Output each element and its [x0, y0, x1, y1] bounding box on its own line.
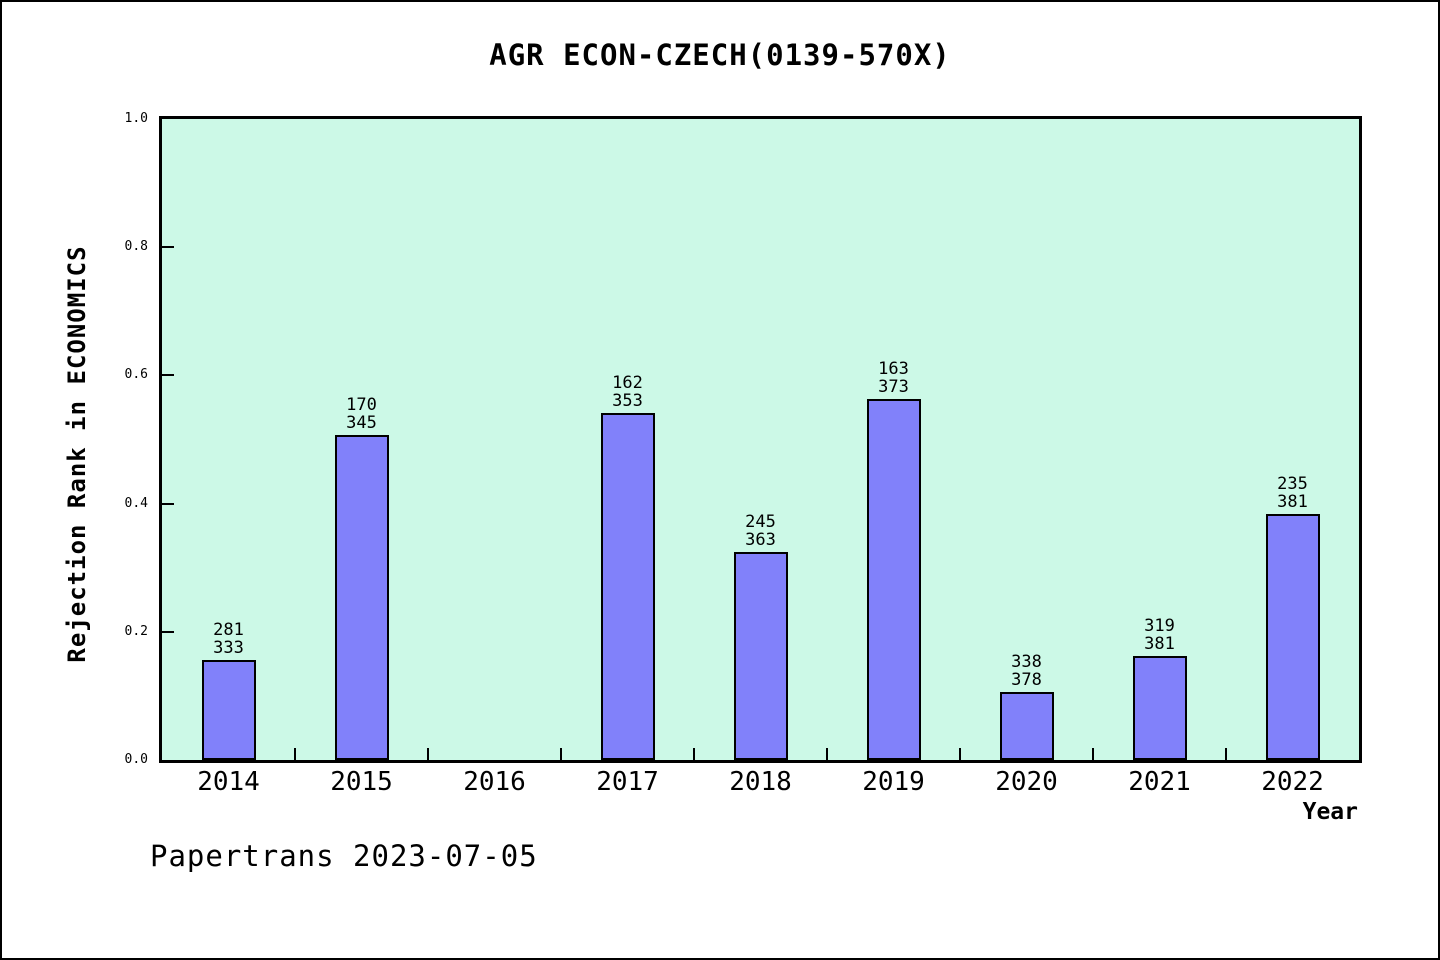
- bar-label-total: 333: [213, 638, 244, 658]
- bar-label-2019: 163 373: [878, 360, 909, 396]
- bar-label-rank: 162: [612, 373, 643, 393]
- bar-label-2017: 162 353: [612, 374, 643, 410]
- y-tick-mark-0.2: [162, 630, 174, 633]
- chart-title: AGR ECON-CZECH(0139-570X): [489, 38, 951, 72]
- x-boundary-tick: [1225, 748, 1227, 760]
- x-tick-label-2019: 2019: [862, 767, 925, 797]
- bar-label-rank: 281: [213, 620, 244, 640]
- bar-label-2015: 170 345: [346, 396, 377, 432]
- footer-watermark: Papertrans 2023-07-05: [150, 839, 538, 873]
- bar-label-rank: 235: [1277, 474, 1308, 494]
- y-tick-label-0.8: 0.8: [124, 239, 148, 255]
- y-tick-label-1.0: 1.0: [124, 111, 148, 126]
- bar-2022: [1265, 514, 1320, 760]
- y-tick-label-0.2: 0.2: [124, 623, 148, 639]
- y-tick-mark-0.4: [162, 502, 174, 505]
- bar-label-total: 373: [878, 377, 909, 397]
- x-axis-title: Year: [1302, 799, 1358, 825]
- bar-2018: [733, 552, 788, 760]
- bar-label-total: 353: [612, 391, 643, 411]
- x-tick-label-2015: 2015: [330, 767, 393, 797]
- bar-label-2020: 338 378: [1011, 653, 1042, 689]
- bar-label-total: 363: [745, 530, 776, 550]
- x-tick-label-2016: 2016: [463, 767, 526, 797]
- bar-label-2018: 245 363: [745, 513, 776, 549]
- x-tick-label-2014: 2014: [197, 767, 260, 797]
- bar-2020: [999, 692, 1054, 760]
- x-boundary-tick: [959, 748, 961, 760]
- bar-label-rank: 245: [745, 512, 776, 532]
- bar-label-total: 378: [1011, 670, 1042, 690]
- bar-label-2014: 281 333: [213, 621, 244, 657]
- bar-label-total: 381: [1144, 634, 1175, 654]
- y-tick-label-0.4: 0.4: [124, 495, 148, 511]
- x-boundary-tick: [427, 748, 429, 760]
- x-tick-label-2020: 2020: [995, 767, 1058, 797]
- bar-label-2021: 319 381: [1144, 617, 1175, 653]
- x-boundary-tick: [826, 748, 828, 760]
- x-tick-label-2018: 2018: [729, 767, 792, 797]
- bar-label-rank: 163: [878, 359, 909, 379]
- x-boundary-tick: [294, 748, 296, 760]
- y-tick-label-0.6: 0.6: [124, 367, 148, 383]
- bar-2014: [201, 660, 256, 760]
- y-tick-label-0.0: 0.0: [124, 752, 148, 767]
- x-tick-label-2021: 2021: [1128, 767, 1191, 797]
- bar-label-total: 381: [1277, 492, 1308, 512]
- bar-label-total: 345: [346, 413, 377, 433]
- bar-2015: [334, 435, 389, 760]
- bar-label-rank: 319: [1144, 616, 1175, 636]
- bar-2019: [866, 399, 921, 760]
- bar-label-rank: 338: [1011, 652, 1042, 672]
- bar-2021: [1132, 656, 1187, 760]
- x-tick-label-2017: 2017: [596, 767, 659, 797]
- x-tick-label-2022: 2022: [1261, 767, 1324, 797]
- bar-label-rank: 170: [346, 395, 377, 415]
- y-tick-mark-0.8: [162, 246, 174, 249]
- y-axis-title: Rejection Rank in ECONOMICS: [63, 245, 91, 663]
- y-tick-mark-0.6: [162, 374, 174, 377]
- x-boundary-tick: [1092, 748, 1094, 760]
- bar-2017: [600, 413, 655, 760]
- x-boundary-tick: [560, 748, 562, 760]
- plot-area: 281 333 170 345 162 353 245 363 163 373 338 378 319 3…: [159, 116, 1362, 763]
- x-boundary-tick: [693, 748, 695, 760]
- bar-label-2022: 235 381: [1277, 475, 1308, 511]
